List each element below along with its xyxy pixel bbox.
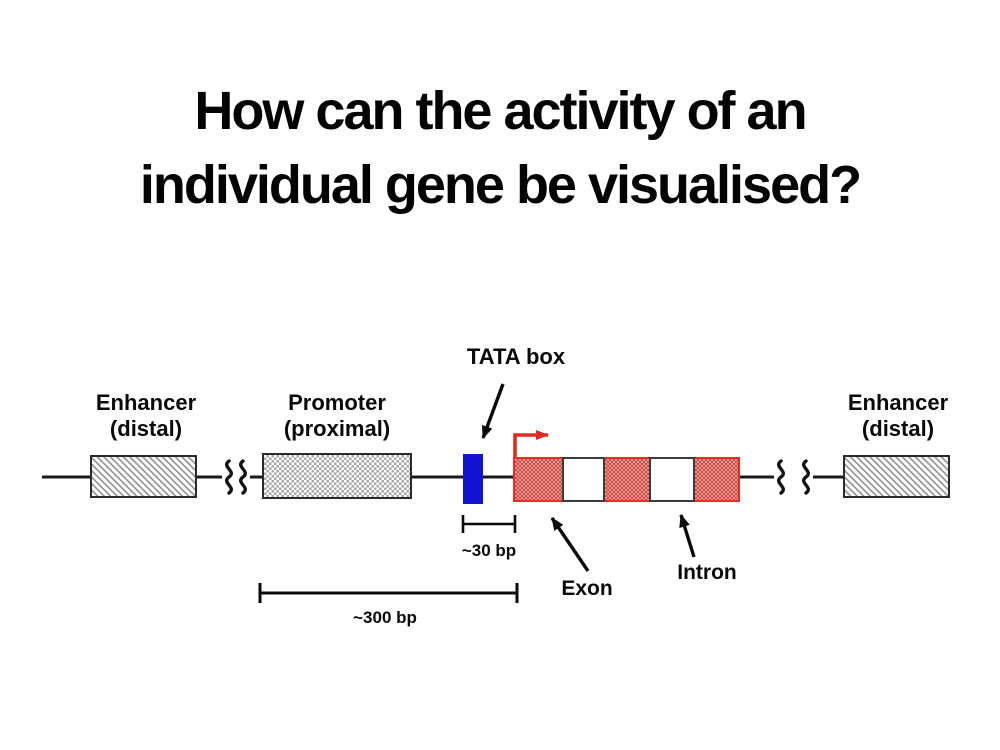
enhancer-right-label-line2: (distal): [861, 416, 935, 441]
bp300-bracket: [258, 583, 519, 603]
bp30-label: ~30 bp: [461, 541, 517, 560]
intron-label: Intron: [677, 561, 737, 584]
enhancer-left-label: Enhancer (distal): [96, 390, 196, 442]
enhancer-left-label-line2: (distal): [109, 416, 183, 441]
enhancer-left-box: [90, 455, 197, 498]
enhancer-left-label-line1: Enhancer: [95, 390, 197, 415]
slide-title: How can the activity of an individual ge…: [0, 74, 1000, 222]
exon-label: Exon: [561, 577, 613, 600]
intron-pointer-arrow-icon: [679, 514, 696, 558]
promoter-label-line1: Promoter: [288, 390, 386, 415]
intron-box-2: [649, 457, 695, 502]
gene-body: [513, 457, 740, 502]
promoter-label-line2: (proximal): [283, 416, 391, 441]
enhancer-right-label: Enhancer (distal): [848, 390, 948, 442]
enhancer-right-label-line1: Enhancer: [847, 390, 949, 415]
promoter-box: [262, 453, 412, 499]
enhancer-right-box: [843, 455, 950, 498]
tata-box: [463, 454, 483, 504]
tata-pointer-arrow-icon: [481, 383, 505, 439]
slide-title-line2: individual gene be visualised?: [139, 155, 862, 215]
tata-label: TATA box: [466, 344, 566, 369]
transcription-start-arrow-icon: [513, 430, 549, 458]
exon-pointer-arrow-icon: [550, 517, 590, 572]
bp300-label: ~300 bp: [353, 608, 417, 627]
promoter-label: Promoter (proximal): [284, 390, 390, 442]
slide-title-line1: How can the activity of an: [194, 81, 807, 141]
intron-box-1: [562, 457, 605, 502]
bp30-bracket: [461, 515, 517, 533]
